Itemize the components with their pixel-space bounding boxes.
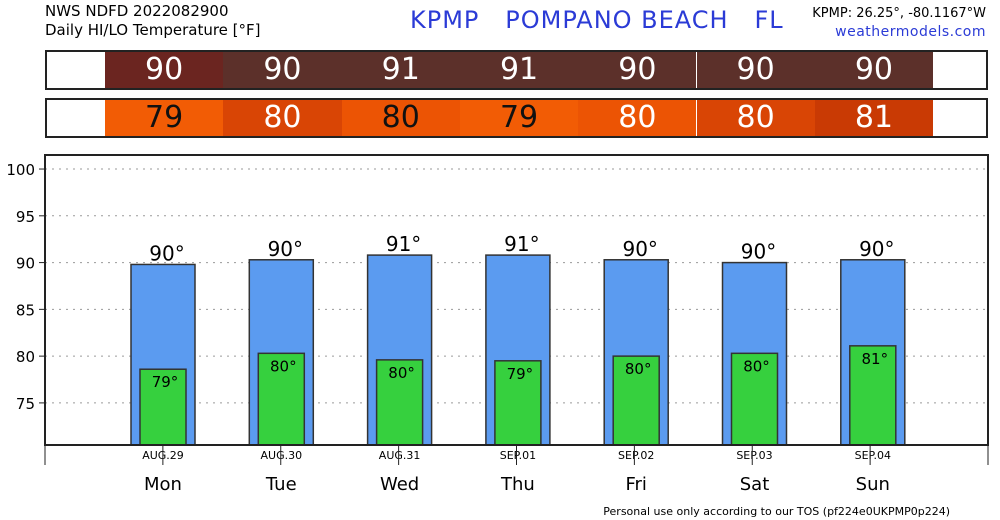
coords-label: KPMP: 26.25°, -80.1167°W [812, 6, 986, 21]
low-bar [849, 345, 897, 446]
low-value-label: 80° [388, 364, 415, 382]
header-right: KPMP: 26.25°, -80.1167°W weathermodels.c… [812, 4, 986, 42]
low-bar [257, 352, 306, 446]
temperature-chart: 758085909510090°79°AUG.29Mon90°80°AUG.30… [6, 154, 989, 495]
y-tick-label: 100 [6, 161, 35, 179]
y-tick-label: 95 [16, 208, 35, 226]
site-link[interactable]: weathermodels.com [835, 24, 986, 40]
y-tick-label: 75 [16, 395, 35, 413]
y-tick-label: 80 [16, 348, 35, 366]
high-value-label: 90° [741, 240, 776, 264]
day-label: Fri [625, 474, 646, 495]
date-label: AUG.30 [261, 449, 303, 462]
run-label: NWS NDFD 2022082900 [45, 2, 229, 20]
low-value-label: 80° [270, 357, 297, 375]
low-value-label: 79° [152, 373, 179, 391]
lo-temp-cell: 79 [459, 100, 579, 136]
low-bar [494, 360, 542, 446]
hi-temp-cell: 90 [578, 52, 697, 88]
plot-border [44, 154, 989, 446]
low-value-label: 81° [862, 350, 889, 368]
y-tick-label: 85 [16, 301, 35, 319]
date-label: SEP.02 [618, 449, 654, 462]
hi-temp-cell: 91 [341, 52, 460, 88]
product-label: Daily HI/LO Temperature [°F] [45, 21, 261, 39]
low-temp-strip: 79 80 80 79 80 80 81 [45, 98, 988, 138]
hi-temp-cell: 90 [223, 52, 342, 88]
low-bar [612, 355, 660, 446]
hi-temp-cell: 90 [814, 52, 934, 88]
high-temp-strip: 90 90 91 91 90 90 90 [45, 50, 988, 90]
low-value-label: 80° [743, 357, 770, 375]
high-value-label: 90° [622, 237, 657, 261]
date-label: AUG.31 [379, 449, 421, 462]
lo-temp-cell: 81 [814, 100, 934, 136]
station-title: KPMP POMPANO BEACH FL [410, 6, 784, 34]
low-value-label: 79° [507, 365, 534, 383]
lo-temp-cell: 80 [341, 100, 460, 136]
day-label: Thu [500, 474, 535, 495]
low-value-label: 80° [625, 360, 652, 378]
low-bar [730, 352, 779, 446]
lo-temp-cell: 80 [696, 100, 815, 136]
high-value-label: 90° [268, 237, 303, 261]
high-value-label: 91° [504, 232, 539, 256]
date-label: SEP.03 [736, 449, 772, 462]
low-bar [139, 368, 187, 446]
low-bar [375, 359, 424, 446]
lo-temp-cell: 80 [223, 100, 342, 136]
hi-temp-cell: 90 [105, 52, 224, 88]
date-label: SEP.01 [500, 449, 536, 462]
hi-temp-cell: 91 [459, 52, 579, 88]
y-tick-label: 90 [16, 255, 35, 273]
day-label: Sat [740, 474, 770, 495]
high-value-label: 90° [149, 241, 184, 265]
high-value-label: 90° [859, 237, 894, 261]
day-label: Wed [380, 474, 419, 495]
lo-temp-cell: 79 [105, 100, 224, 136]
day-label: Mon [144, 474, 182, 495]
hi-temp-cell: 90 [696, 52, 815, 88]
header-info: NWS NDFD 2022082900 Daily HI/LO Temperat… [45, 2, 261, 40]
date-label: SEP.04 [855, 449, 891, 462]
day-label: Tue [265, 474, 297, 495]
lo-temp-cell: 80 [578, 100, 697, 136]
high-value-label: 91° [386, 232, 421, 256]
day-label: Sun [856, 474, 890, 495]
footer-note: Personal use only according to our TOS (… [603, 505, 950, 518]
